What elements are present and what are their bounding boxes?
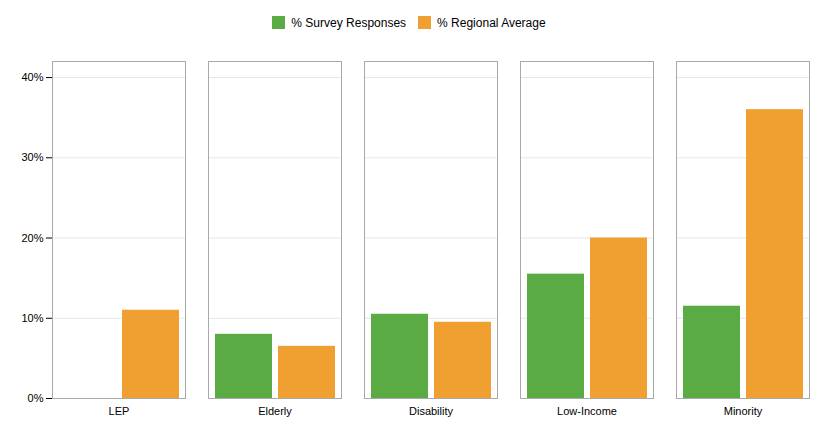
- svg-text:40%: 40%: [21, 71, 43, 83]
- svg-text:Elderly: Elderly: [258, 405, 292, 417]
- svg-text:30%: 30%: [21, 151, 43, 163]
- svg-text:20%: 20%: [21, 232, 43, 244]
- html-text:% Regional Average: % Regional Average: [437, 15, 546, 30]
- svg-text:10%: 10%: [21, 312, 43, 324]
- html-text:% Survey Responses: % Survey Responses: [291, 15, 407, 30]
- svg-text:0%: 0%: [28, 392, 44, 404]
- svg-text:Minority: Minority: [724, 405, 763, 417]
- svg-text:Disability: Disability: [409, 405, 454, 417]
- svg-text:LEP: LEP: [109, 405, 130, 417]
- svg-text:Low-Income: Low-Income: [557, 405, 617, 417]
